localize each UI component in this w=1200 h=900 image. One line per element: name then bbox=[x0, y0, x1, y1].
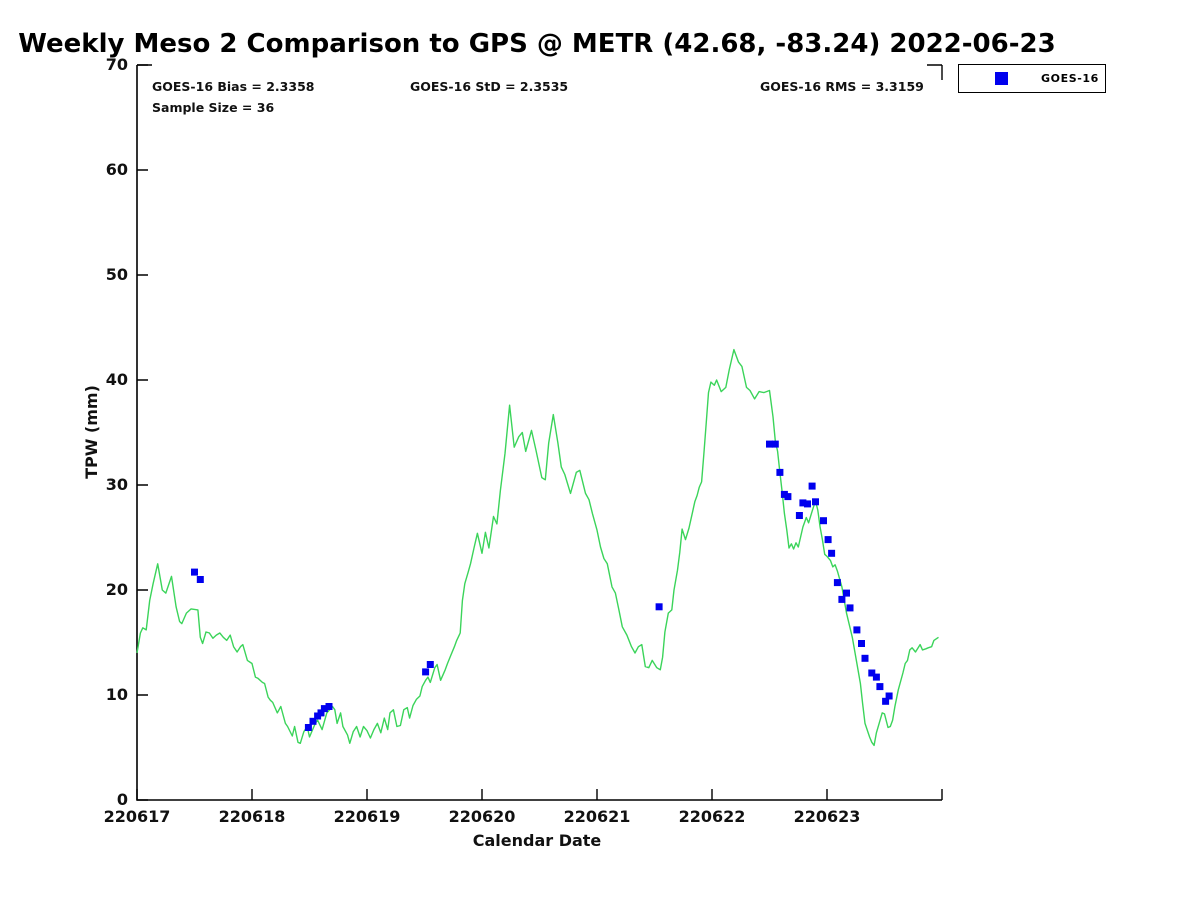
y-tick-label: 10 bbox=[105, 685, 128, 704]
goes16-point bbox=[824, 536, 832, 544]
goes16-point bbox=[191, 568, 198, 576]
y-tick-label: 60 bbox=[105, 160, 128, 179]
y-tick-label: 40 bbox=[105, 370, 128, 389]
goes16-point bbox=[320, 705, 328, 713]
goes16-point bbox=[820, 517, 827, 525]
stat-std: GOES-16 StD = 2.3535 bbox=[410, 79, 569, 94]
goes16-point bbox=[804, 500, 811, 508]
axes-corner-stubs bbox=[137, 64, 943, 80]
goes16-point bbox=[771, 440, 779, 448]
x-tick-label: 220621 bbox=[563, 807, 631, 826]
x-tick-label: 220618 bbox=[218, 807, 286, 826]
goes16-point bbox=[304, 724, 312, 731]
goes16-point bbox=[776, 468, 784, 476]
goes16-point bbox=[833, 579, 841, 587]
goes16-point bbox=[828, 549, 836, 557]
goes16-point bbox=[808, 482, 816, 490]
x-tick-label: 220622 bbox=[678, 807, 746, 826]
stat-rms: GOES-16 RMS = 3.3159 bbox=[760, 79, 924, 94]
goes16-point bbox=[872, 673, 880, 681]
legend: GOES-16 bbox=[958, 64, 1106, 93]
stat-sample-size: Sample Size = 36 bbox=[152, 100, 275, 115]
y-tick-label: 50 bbox=[105, 265, 128, 284]
y-tick-label: 20 bbox=[105, 580, 128, 599]
goes16-point bbox=[766, 440, 773, 448]
goes16-point bbox=[309, 717, 317, 725]
goes16-point bbox=[876, 683, 884, 691]
goes16-point bbox=[868, 669, 876, 677]
goes16-point bbox=[885, 692, 893, 700]
goes16-point bbox=[799, 499, 807, 507]
y-axis-ticks bbox=[137, 64, 148, 801]
gps-tpw-line bbox=[136, 348, 939, 747]
goes16-point bbox=[317, 709, 325, 717]
goes16-point bbox=[422, 668, 430, 676]
chart-title: Weekly Meso 2 Comparison to GPS @ METR (… bbox=[18, 29, 1056, 59]
goes16-point bbox=[838, 595, 846, 603]
goes16-point bbox=[861, 654, 869, 662]
goes16-point bbox=[882, 697, 890, 705]
goes16-point bbox=[853, 626, 861, 634]
legend-goes16-marker-icon bbox=[995, 72, 1008, 85]
x-tick-label: 220623 bbox=[793, 807, 861, 826]
y-tick-label: 70 bbox=[105, 55, 128, 74]
goes16-point bbox=[812, 498, 819, 506]
legend-goes16-label: GOES-16 bbox=[1041, 72, 1099, 85]
stat-bias: GOES-16 Bias = 2.3358 bbox=[152, 79, 315, 94]
x-tick-label: 220619 bbox=[333, 807, 401, 826]
y-axis-label: TPW (mm) bbox=[82, 385, 101, 479]
goes16-point bbox=[784, 493, 792, 501]
goes16-point bbox=[325, 703, 333, 710]
x-axis-label: Calendar Date bbox=[472, 831, 602, 850]
goes16-point bbox=[843, 589, 850, 597]
y-tick-label: 30 bbox=[105, 475, 128, 494]
x-tick-label: 220620 bbox=[448, 807, 516, 826]
goes16-point bbox=[846, 604, 854, 612]
x-axis-ticks bbox=[136, 789, 943, 800]
goes16-point bbox=[426, 661, 434, 668]
y-tick-label: 0 bbox=[116, 790, 128, 809]
goes16-point bbox=[196, 576, 204, 583]
goes16-point bbox=[858, 640, 865, 647]
axes-lines bbox=[136, 65, 942, 801]
goes16-point bbox=[655, 603, 663, 611]
x-tick-label: 220617 bbox=[103, 807, 171, 826]
goes16-point bbox=[795, 512, 803, 519]
